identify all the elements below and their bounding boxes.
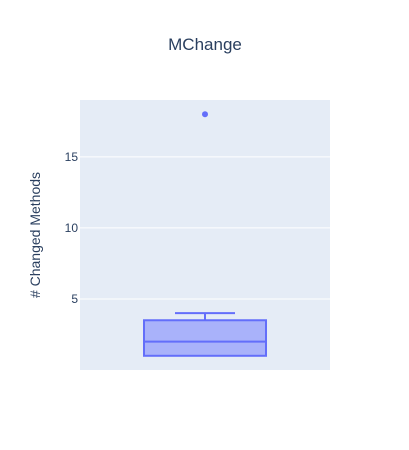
- y-tick-labels: 5 10 15: [65, 150, 79, 306]
- y-tick-label: 15: [65, 150, 79, 164]
- y-tick-label: 10: [65, 221, 79, 235]
- box-series: [143, 111, 267, 357]
- interquartile-box: [143, 319, 267, 357]
- y-axis-title: # Changed Methods: [27, 172, 43, 298]
- outlier-point: [202, 111, 208, 118]
- chart-title: MChange: [168, 35, 242, 54]
- y-tick-label: 5: [71, 292, 78, 306]
- gridlines: [80, 156, 330, 300]
